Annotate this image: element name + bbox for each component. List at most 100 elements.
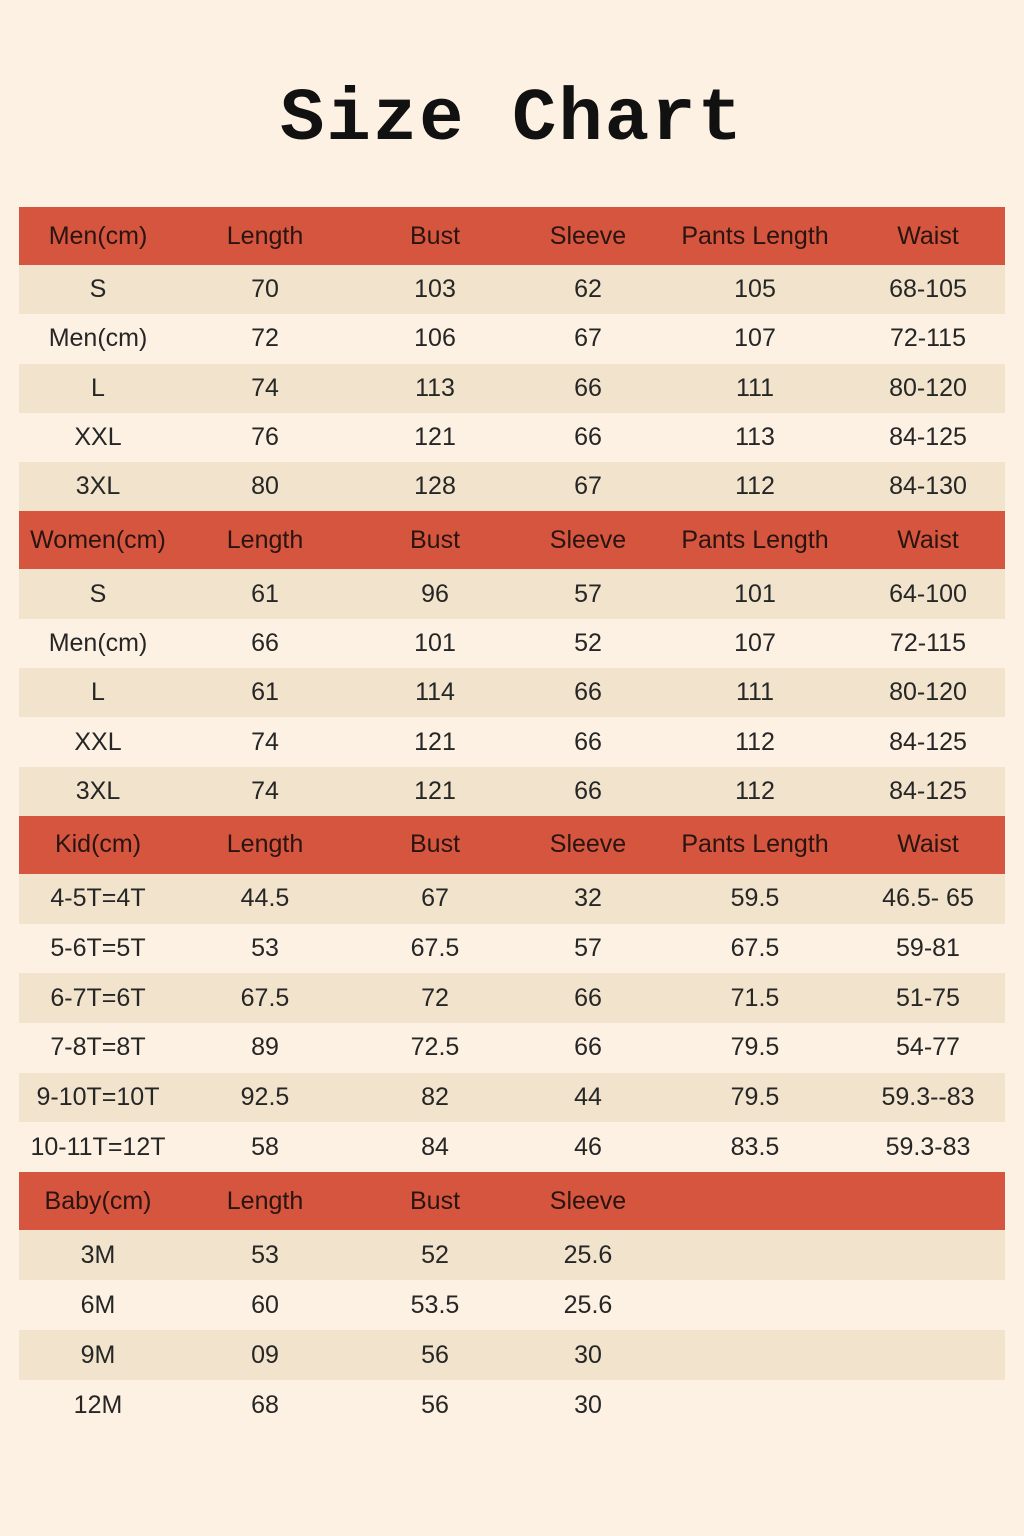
size-cell: S [89, 579, 107, 608]
sleeve-cell: 32 [574, 884, 602, 913]
column-header: Bust [409, 1186, 461, 1215]
size-cell: XXL [74, 423, 122, 452]
sleeve-cell: 25.6 [563, 1240, 613, 1269]
size-cell: Men(cm) [48, 628, 148, 657]
length-cell: 70 [251, 275, 279, 304]
size-cell: 4-5T=4T [50, 884, 146, 913]
size-cell: 6M [80, 1290, 116, 1319]
size-cell: 5-6T=5T [50, 934, 146, 962]
size-cell: XXL [74, 727, 122, 756]
table-row: 3XL 74 121 66 112 84-125 [19, 766, 1005, 816]
pants-length-cell: 107 [734, 628, 776, 657]
bust-cell: 72.5 [410, 1033, 460, 1062]
length-cell: 74 [251, 727, 279, 756]
bust-cell: 84 [421, 1132, 449, 1161]
men-header-row: Men(cm) Length Bust Sleeve Pants Length … [19, 207, 1005, 265]
size-cell: L [91, 373, 105, 402]
length-cell: 92.5 [240, 1083, 290, 1112]
table-row: 3XL 80 128 67 112 84-130 [19, 462, 1005, 512]
sleeve-cell: 66 [574, 776, 602, 805]
pants-length-cell: 111 [735, 373, 774, 402]
bust-cell: 56 [421, 1340, 449, 1369]
column-header: Baby(cm) [44, 1186, 152, 1215]
length-cell: 74 [251, 776, 279, 805]
size-cell: 9M [80, 1340, 116, 1369]
baby-section: Baby(cm) Length Bust Sleeve 3M 53 52 25.… [19, 1172, 1005, 1431]
sleeve-cell: 66 [574, 423, 602, 452]
table-row: Men(cm) 72 106 67 107 72-115 [19, 314, 1005, 364]
sleeve-cell: 30 [574, 1340, 602, 1369]
waist-cell: 84-125 [889, 727, 967, 756]
waist-cell: 72-115 [890, 324, 966, 353]
waist-cell: 80-120 [889, 373, 967, 402]
sleeve-cell: 57 [574, 579, 602, 608]
column-header: Bust [409, 830, 461, 859]
column-header: Length [226, 830, 304, 859]
table-row: 6M 60 53.5 25.6 [19, 1280, 1005, 1331]
bust-cell: 56 [421, 1390, 449, 1419]
length-cell: 61 [251, 579, 279, 608]
bust-cell: 53.5 [410, 1290, 460, 1319]
column-header: Women(cm) [30, 525, 166, 554]
pants-length-cell: 83.5 [730, 1132, 780, 1161]
length-cell: 53 [251, 1240, 279, 1269]
size-cell: 9-10T=10T [36, 1083, 160, 1112]
pants-length-cell: 67.5 [730, 934, 780, 962]
length-cell: 72 [251, 324, 279, 353]
bust-cell: 67 [421, 884, 449, 913]
column-header: Length [226, 1186, 304, 1215]
table-row: L 61 114 66 111 80-120 [19, 668, 1005, 718]
column-header: Waist [897, 525, 959, 554]
table-row: 7-8T=8T 89 72.5 66 79.5 54-77 [19, 1023, 1005, 1073]
size-chart-table: Men(cm) Length Bust Sleeve Pants Length … [19, 207, 1005, 1431]
bust-cell: 82 [421, 1083, 449, 1112]
women-header-row: Women(cm) Length Bust Sleeve Pants Lengt… [19, 511, 1005, 570]
length-cell: 61 [251, 678, 279, 707]
sleeve-cell: 30 [574, 1390, 602, 1419]
column-header: Waist [897, 221, 959, 250]
bust-cell: 114 [415, 678, 455, 707]
column-header: Sleeve [549, 221, 627, 250]
pants-length-cell: 113 [735, 423, 775, 452]
size-cell: Men(cm) [48, 324, 148, 353]
sleeve-cell: 46 [574, 1132, 602, 1161]
pants-length-cell: 79.5 [730, 1083, 780, 1112]
size-cell: 3M [80, 1240, 116, 1269]
bust-cell: 72 [421, 983, 449, 1012]
bust-cell: 96 [421, 579, 449, 608]
pants-length-cell: 71.5 [730, 983, 780, 1012]
waist-cell: 84-125 [889, 776, 967, 805]
length-cell: 76 [251, 423, 279, 452]
length-cell: 60 [251, 1290, 279, 1319]
table-row: S 61 96 57 101 64-100 [19, 569, 1005, 619]
column-header: Kid(cm) [54, 830, 142, 859]
length-cell: 09 [251, 1340, 279, 1369]
table-row: Men(cm) 66 101 52 107 72-115 [19, 618, 1005, 669]
size-cell: L [91, 678, 105, 707]
length-cell: 53 [251, 934, 279, 962]
waist-cell: 59-81 [896, 934, 960, 962]
bust-cell: 113 [415, 373, 455, 402]
women-section: Women(cm) Length Bust Sleeve Pants Lengt… [19, 511, 1005, 816]
length-cell: 74 [251, 373, 279, 402]
pants-length-cell: 111 [735, 678, 774, 707]
column-header: Bust [409, 221, 461, 250]
waist-cell: 54-77 [896, 1033, 960, 1062]
column-header: Sleeve [549, 1186, 627, 1215]
sleeve-cell: 62 [574, 275, 602, 304]
length-cell: 58 [251, 1132, 279, 1161]
bust-cell: 106 [414, 324, 456, 353]
length-cell: 68 [251, 1390, 279, 1419]
waist-cell: 64-100 [889, 579, 967, 608]
waist-cell: 80-120 [889, 678, 967, 707]
sleeve-cell: 44 [574, 1083, 602, 1112]
size-cell: 10-11T=12T [30, 1132, 166, 1161]
kid-header-row: Kid(cm) Length Bust Sleeve Pants Length … [19, 815, 1005, 874]
size-cell: 6-7T=6T [50, 983, 146, 1012]
bust-cell: 121 [414, 727, 456, 756]
column-header: Pants Length [681, 221, 829, 250]
column-header: Bust [409, 525, 461, 554]
bust-cell: 128 [414, 472, 456, 501]
sleeve-cell: 52 [574, 628, 602, 657]
column-header: Pants Length [681, 525, 829, 554]
